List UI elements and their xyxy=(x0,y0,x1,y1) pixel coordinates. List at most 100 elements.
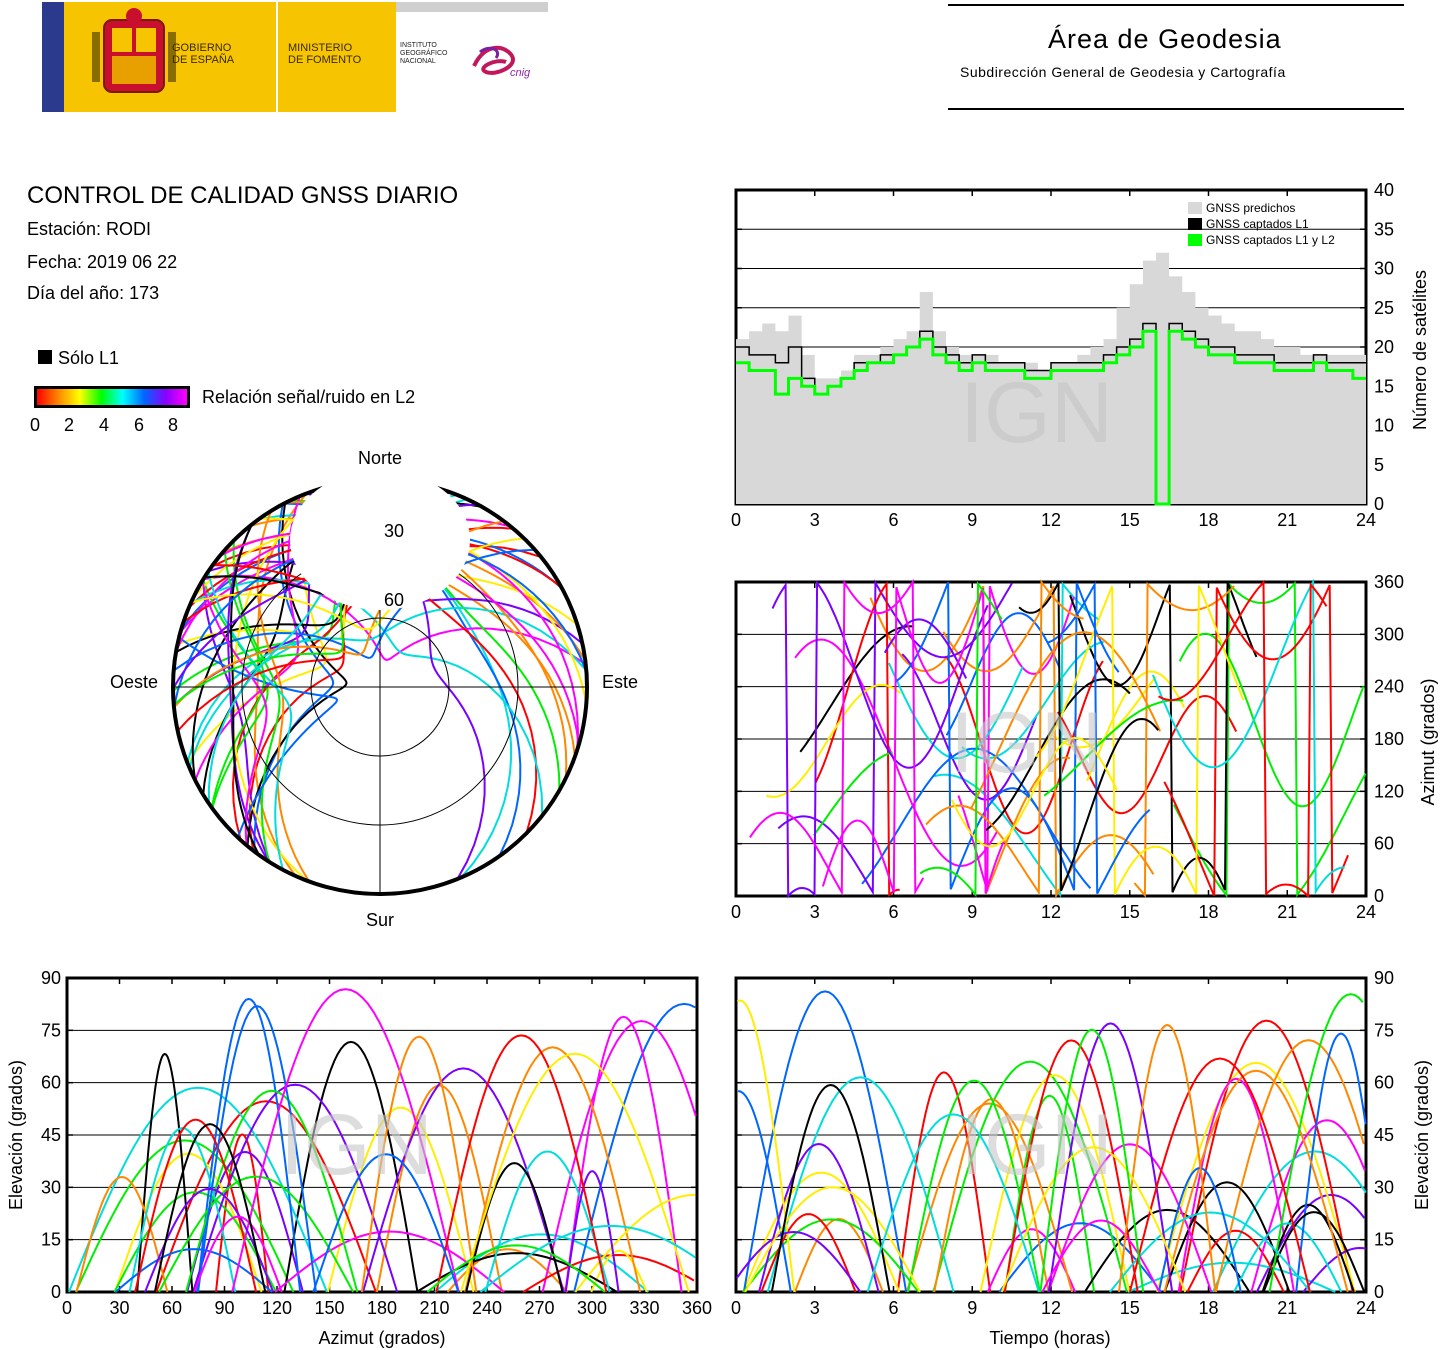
x-tick-label: 6 xyxy=(888,510,898,530)
gobierno-line2: DE ESPAÑA xyxy=(172,54,235,66)
ministerio-block: MINISTERIO DE FOMENTO xyxy=(278,2,396,112)
satellite-count-chart: IGN 0 3 6 9 12 15 18 21 24 0 5 10 15 20 25 30 35 40 GNSS… xyxy=(731,180,1430,530)
legend-swatch xyxy=(1188,218,1202,230)
header-rule-bottom xyxy=(948,108,1404,110)
series-2-line xyxy=(736,329,1366,506)
y-tick-label: 0 xyxy=(1374,494,1384,514)
ring-label-30: 30 xyxy=(384,521,404,541)
elevation-track xyxy=(590,1249,648,1293)
elevation-track xyxy=(74,1139,295,1293)
x-tick-label: 0 xyxy=(731,902,741,922)
y-tick-label: 0 xyxy=(51,1282,61,1302)
azimuth-track xyxy=(749,578,925,896)
x-tick-label: 15 xyxy=(1120,1298,1140,1318)
elevation-time-track xyxy=(1179,1019,1354,1293)
elevation-time-track xyxy=(1233,1222,1343,1293)
azimuth-track xyxy=(794,638,999,867)
satellite-arc xyxy=(227,523,270,863)
north-hole xyxy=(290,470,470,610)
y-axis-label: Elevación (grados) xyxy=(1412,1060,1432,1210)
x-tick-label: 3 xyxy=(810,902,820,922)
x-tick-label: 9 xyxy=(967,1298,977,1318)
elevation-time-track xyxy=(742,1218,920,1293)
ministerio-line1: MINISTERIO xyxy=(288,42,353,54)
x-tick-label: 300 xyxy=(577,1298,607,1318)
elevation-track xyxy=(231,988,460,1293)
skyplot-chart: 30 60 Norte Sur Oeste Este xyxy=(110,448,638,930)
l1-only-label: Sólo L1 xyxy=(58,348,120,368)
elevation-time-track xyxy=(1250,1119,1366,1293)
elevation-time-track xyxy=(896,1071,992,1293)
elevation-track xyxy=(153,1123,267,1293)
azimuth-track xyxy=(869,585,1071,895)
elevation-track xyxy=(197,1005,317,1293)
elevation-time-track xyxy=(1163,1069,1349,1293)
l1-only-swatch xyxy=(38,350,52,364)
snr-colorbar xyxy=(34,386,190,408)
elevation-track xyxy=(326,1106,475,1293)
azimuth-track xyxy=(984,678,1131,832)
y-tick-label: 25 xyxy=(1374,298,1394,318)
x-tick-label: 60 xyxy=(162,1298,182,1318)
elevation-track xyxy=(312,1153,460,1293)
x-tick-label: 240 xyxy=(472,1298,502,1318)
satellite-arc xyxy=(201,580,268,846)
y-tick-label: 90 xyxy=(1374,968,1394,988)
elevation-track xyxy=(158,1175,354,1293)
azimuth-track xyxy=(1046,580,1151,895)
y-tick-label: 20 xyxy=(1374,337,1394,357)
y-tick-label: 0 xyxy=(1374,1282,1384,1302)
elevation-time-track xyxy=(760,1213,857,1293)
date-label: Fecha: 2019 06 22 xyxy=(27,252,178,272)
elevation-time-track xyxy=(735,1230,862,1293)
legend-label: GNSS captados L1 y L2 xyxy=(1206,233,1335,247)
elevation-track xyxy=(114,1248,273,1293)
elevation-track xyxy=(435,1034,608,1293)
elevation-track xyxy=(479,1224,696,1293)
x-tick-label: 90 xyxy=(214,1298,234,1318)
y-tick-label: 35 xyxy=(1374,219,1394,239)
watermark: IGN xyxy=(280,1097,433,1193)
satellite-arc xyxy=(253,504,335,852)
snr-tick-6: 6 xyxy=(134,415,145,435)
elevation-track xyxy=(415,1252,618,1293)
y-tick-label: 60 xyxy=(41,1073,61,1093)
azimuth-track xyxy=(895,581,1120,891)
elevation-azimuth-chart: IGN 0 30 60 90 120 150 180 210 240 270 300 330 360 0… xyxy=(6,968,712,1348)
elevation-time-track xyxy=(736,999,796,1293)
x-tick-label: 6 xyxy=(888,1298,898,1318)
cnig-label: cnig xyxy=(510,67,531,79)
elevation-track xyxy=(75,1175,169,1293)
area-subtitle: Subdirección General de Geodesia y Carto… xyxy=(960,64,1286,80)
elevation-time-track xyxy=(1268,993,1364,1293)
y-tick-label: 180 xyxy=(1374,729,1404,749)
x-tick-label: 21 xyxy=(1277,510,1297,530)
x-tick-label: 0 xyxy=(62,1298,72,1318)
elevation-time-track xyxy=(1302,1246,1366,1293)
y-tick-label: 60 xyxy=(1374,834,1394,854)
y-tick-label: 15 xyxy=(1374,1230,1394,1250)
x-tick-label: 15 xyxy=(1120,510,1140,530)
elevation-track xyxy=(68,1086,328,1293)
watermark: IGN xyxy=(960,365,1113,461)
y-tick-label: 0 xyxy=(1374,886,1384,906)
station-label: Estación: RODI xyxy=(27,219,152,239)
elevation-track xyxy=(464,1046,642,1293)
x-tick-label: 3 xyxy=(810,1298,820,1318)
elevation-time-track xyxy=(1047,1022,1174,1293)
x-tick-label: 21 xyxy=(1277,902,1297,922)
north-label: Norte xyxy=(358,448,402,468)
x-tick-label: 120 xyxy=(262,1298,292,1318)
elevation-track xyxy=(185,1089,359,1293)
x-tick-label: 9 xyxy=(967,510,977,530)
elevation-time-track xyxy=(770,1083,891,1293)
y-tick-label: 15 xyxy=(41,1230,61,1250)
x-tick-label: 0 xyxy=(731,1298,741,1318)
azimuth-track xyxy=(766,683,901,798)
snr-tick-0: 0 xyxy=(30,415,41,435)
azimuth-track xyxy=(887,662,1024,760)
elevation-time-track xyxy=(742,990,908,1293)
y-tick-label: 120 xyxy=(1374,781,1404,801)
y-axis-label: Elevación (grados) xyxy=(6,1060,26,1210)
y-axis-label: Número de satélites xyxy=(1410,270,1430,430)
